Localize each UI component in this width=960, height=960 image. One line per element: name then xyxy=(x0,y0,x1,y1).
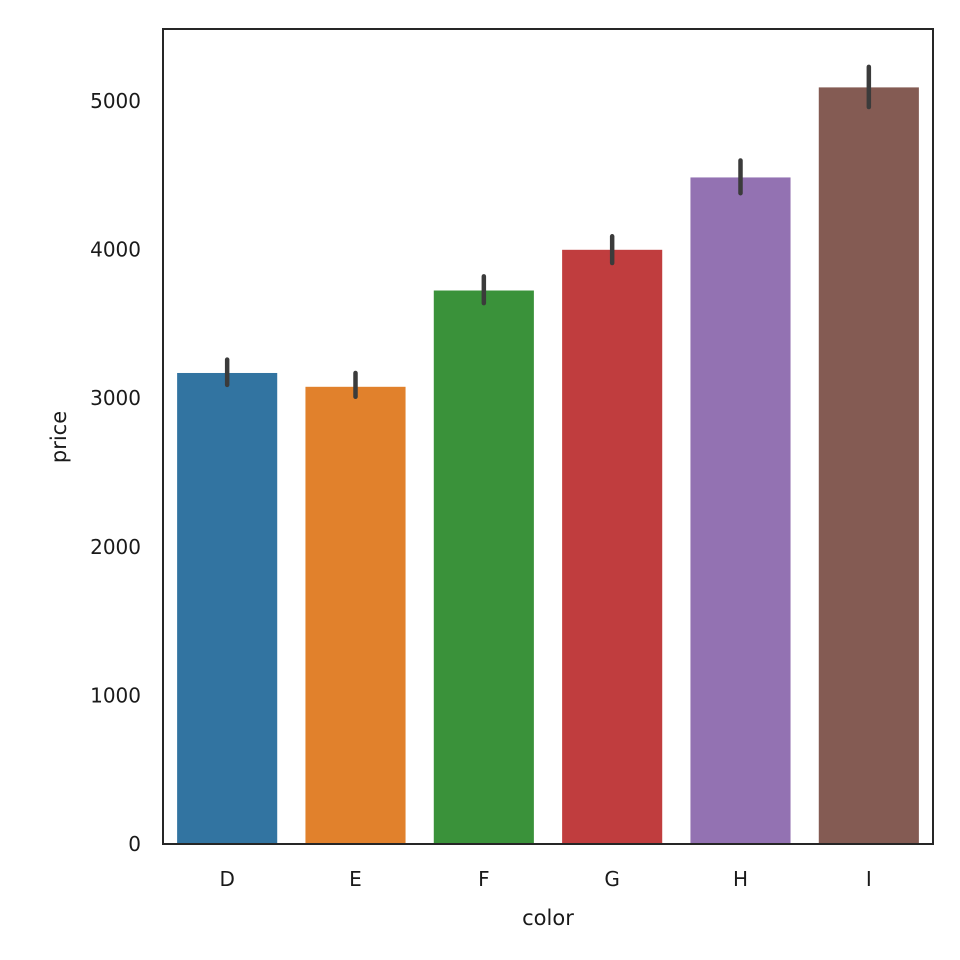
x-tick-label-E: E xyxy=(349,867,362,891)
y-tick-label-0: 0 xyxy=(128,832,141,856)
bar-H xyxy=(690,177,791,844)
plot-frame xyxy=(162,28,934,845)
y-tick-label-5000: 5000 xyxy=(90,89,141,113)
y-tick-label-2000: 2000 xyxy=(90,535,141,559)
y-axis-ticks: 0 1000 2000 3000 4000 5000 xyxy=(90,89,141,856)
bar-D xyxy=(177,372,278,844)
x-tick-label-D: D xyxy=(219,867,234,891)
bar-F xyxy=(433,290,534,844)
y-tick-label-4000: 4000 xyxy=(90,238,141,262)
y-tick-label-3000: 3000 xyxy=(90,386,141,410)
bars-group xyxy=(177,87,919,845)
bar-G xyxy=(562,249,663,845)
y-tick-label-1000: 1000 xyxy=(90,683,141,707)
x-tick-label-G: G xyxy=(604,867,620,891)
error-bars-group xyxy=(224,64,872,399)
x-tick-label-F: F xyxy=(478,867,490,891)
bar-I xyxy=(818,87,919,844)
x-tick-label-H: H xyxy=(733,867,748,891)
x-axis-ticks: D E F G H I xyxy=(219,867,871,891)
bar-E xyxy=(305,386,406,844)
x-axis-label: color xyxy=(522,906,574,930)
x-tick-label-I: I xyxy=(866,867,872,891)
y-axis-label: price xyxy=(47,411,71,463)
